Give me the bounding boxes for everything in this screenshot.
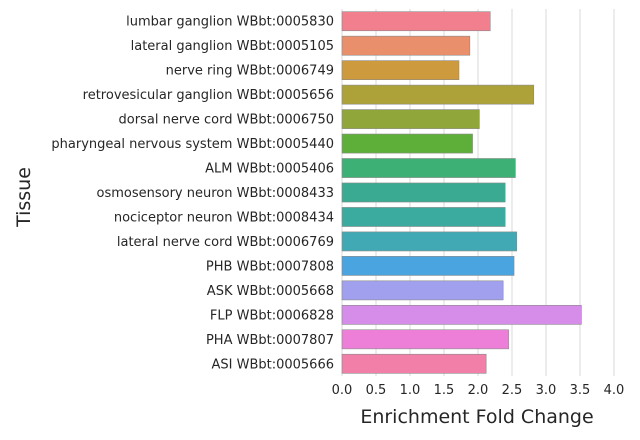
bar bbox=[341, 84, 535, 105]
bar bbox=[341, 304, 582, 325]
x-axis-title: Enrichment Fold Change bbox=[360, 406, 593, 428]
bar bbox=[341, 182, 506, 203]
x-tick-label: 3.0 bbox=[536, 383, 557, 398]
y-tick-label: ASI WBbt:0005666 bbox=[211, 357, 334, 372]
x-tick-label: 3.5 bbox=[570, 383, 591, 398]
y-tick-label: osmosensory neuron WBbt:0008433 bbox=[96, 186, 334, 201]
bar bbox=[341, 256, 515, 276]
y-tick-label: PHB WBbt:0007808 bbox=[206, 259, 334, 274]
bar bbox=[341, 11, 491, 32]
bar bbox=[341, 60, 460, 81]
y-tick-label: retrovesicular ganglion WBbt:0005656 bbox=[83, 88, 334, 103]
bar bbox=[341, 231, 518, 252]
bar bbox=[341, 109, 480, 129]
bars-group bbox=[341, 11, 582, 374]
x-tick-label: 1.0 bbox=[400, 383, 421, 398]
bar bbox=[341, 329, 509, 350]
x-tick-label: 0.0 bbox=[332, 383, 353, 398]
y-tick-label: dorsal nerve cord WBbt:0006750 bbox=[119, 113, 334, 128]
bar bbox=[341, 353, 487, 374]
y-tick-label: FLP WBbt:0006828 bbox=[210, 308, 334, 323]
y-tick-labels: lumbar ganglion WBbt:0005830 lateral gang… bbox=[51, 15, 334, 373]
y-tick-label: PHA WBbt:0007807 bbox=[206, 333, 334, 348]
y-tick-label: ALM WBbt:0005406 bbox=[205, 162, 334, 177]
bar bbox=[341, 280, 504, 301]
bar bbox=[341, 158, 516, 178]
x-tick-label: 2.0 bbox=[468, 383, 489, 398]
bar bbox=[341, 133, 473, 154]
y-tick-label: nerve ring WBbt:0006749 bbox=[166, 64, 334, 79]
x-tick-label: 4.0 bbox=[604, 383, 625, 398]
y-tick-label: nociceptor neuron WBbt:0008434 bbox=[114, 210, 334, 225]
x-tick-label: 0.5 bbox=[366, 383, 387, 398]
y-axis-title: Tissue bbox=[13, 167, 35, 228]
y-tick-label: pharyngeal nervous system WBbt:0005440 bbox=[51, 137, 334, 152]
x-tick-labels: 0.0 0.5 1.0 1.5 2.0 2.5 3.0 3.5 4.0 bbox=[332, 383, 625, 398]
y-tick-label: lumbar ganglion WBbt:0005830 bbox=[126, 15, 334, 30]
bar bbox=[341, 207, 506, 227]
x-tick-label: 1.5 bbox=[434, 383, 455, 398]
bar bbox=[341, 35, 471, 56]
x-tick-label: 2.5 bbox=[502, 383, 523, 398]
y-tick-label: ASK WBbt:0005668 bbox=[207, 284, 334, 299]
y-tick-label: lateral nerve cord WBbt:0006769 bbox=[117, 235, 334, 250]
y-tick-label: lateral ganglion WBbt:0005105 bbox=[131, 39, 334, 54]
